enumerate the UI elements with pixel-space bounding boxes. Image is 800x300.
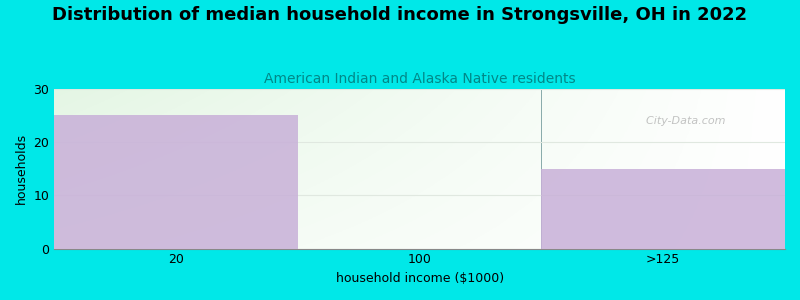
Text: Distribution of median household income in Strongsville, OH in 2022: Distribution of median household income … xyxy=(53,6,747,24)
Title: American Indian and Alaska Native residents: American Indian and Alaska Native reside… xyxy=(264,72,575,86)
Text: City-Data.com: City-Data.com xyxy=(639,116,726,126)
Y-axis label: households: households xyxy=(15,133,28,204)
X-axis label: household income ($1000): household income ($1000) xyxy=(335,272,504,285)
Bar xyxy=(542,169,785,249)
Bar xyxy=(54,115,298,249)
